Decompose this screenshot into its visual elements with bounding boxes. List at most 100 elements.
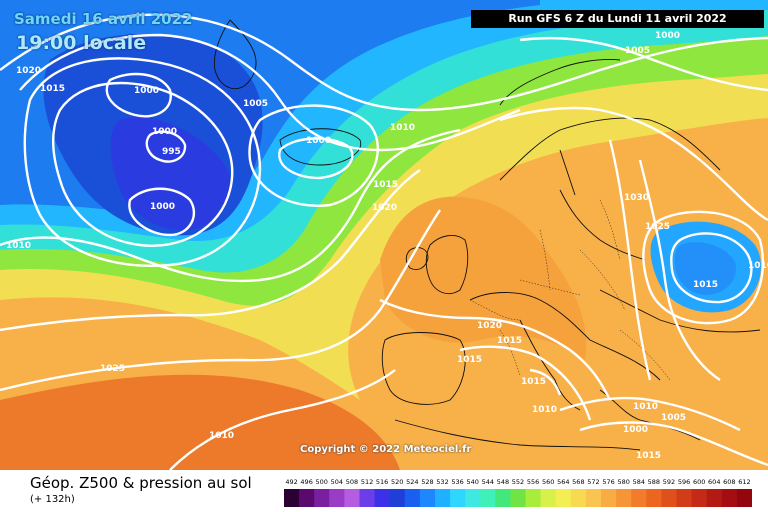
isobar-label: 1030 [624, 193, 649, 203]
country-borders [469, 199, 671, 381]
isobar-labels: 1020 1015 1000 1000 995 1000 1005 1000 1010 1000 1… [6, 31, 768, 461]
legend-swatch [404, 489, 421, 507]
legend-swatch [374, 489, 391, 507]
isobar-label: 1025 [100, 364, 125, 374]
legend-swatch [389, 489, 406, 507]
field-title: Géop. Z500 & pression au sol [30, 474, 252, 492]
legend-value: 596 [678, 478, 690, 486]
legend-swatch [721, 489, 738, 507]
legend-swatch [284, 489, 300, 507]
isobar-label: 1010 [6, 241, 31, 251]
isobar-label: 1010 [390, 123, 415, 133]
legend-swatch [646, 489, 662, 507]
legend-value: 532 [436, 478, 448, 486]
isobar-label: 1015 [521, 377, 546, 387]
z500-ridge-europe [380, 196, 587, 360]
legend-value: 572 [587, 478, 599, 486]
legend-swatch [480, 489, 496, 507]
isobar-label: 1000 [655, 31, 680, 41]
legend-value: 540 [466, 478, 478, 486]
weather-map: 1020 1015 1000 1000 995 1000 1005 1000 1010 1000 1… [0, 0, 768, 470]
legend-swatch [434, 489, 451, 507]
legend-swatch [510, 489, 527, 507]
valid-time: 19:00 locale [16, 32, 147, 54]
legend-value: 512 [361, 478, 373, 486]
isobar-label: 1015 [693, 280, 718, 290]
legend-value: 520 [391, 478, 403, 486]
legend-value: 536 [451, 478, 463, 486]
legend-value: 508 [346, 478, 358, 486]
legend-value: 564 [557, 478, 569, 486]
legend-swatch [661, 489, 678, 507]
isobar-label: 1015 [40, 84, 65, 94]
legend-value: 608 [723, 478, 735, 486]
legend-value: 504 [331, 478, 343, 486]
run-info: Run GFS 6 Z du Lundi 11 avril 2022 [471, 10, 764, 28]
legend-swatch [359, 489, 376, 507]
isobar-label: 1000 [152, 127, 177, 137]
legend-value: 592 [663, 478, 675, 486]
isobar-label: 1015 [457, 355, 482, 365]
z500-low-east-core [674, 242, 736, 295]
legend-value: 548 [497, 478, 509, 486]
legend-value: 544 [482, 478, 494, 486]
legend-swatch [540, 489, 557, 507]
legend-swatch [329, 489, 345, 507]
isobar-label: 1020 [16, 66, 41, 76]
legend-value: 588 [648, 478, 660, 486]
isobar-label: 1015 [636, 451, 661, 461]
legend-value: 516 [376, 478, 388, 486]
legend-swatch [570, 489, 587, 507]
isobar-label: 1000 [623, 425, 648, 435]
isobars [0, 13, 768, 470]
legend-value: 492 [285, 478, 297, 486]
isobar-label: 1000 [150, 202, 175, 212]
isobar-label: 1010 [209, 431, 234, 441]
legend-swatch [495, 489, 511, 507]
legend-swatch [419, 489, 436, 507]
legend-swatch [344, 489, 360, 507]
legend-swatch [299, 489, 315, 507]
legend-swatch [585, 489, 602, 507]
legend-value: 528 [421, 478, 433, 486]
legend-value: 580 [617, 478, 629, 486]
legend-swatch [450, 489, 466, 507]
isobar-label: 1010 [633, 402, 658, 412]
legend-swatch [631, 489, 647, 507]
isobar-label: 1020 [372, 203, 397, 213]
z500-low-core [110, 117, 231, 231]
legend-swatch [676, 489, 693, 507]
legend-value: 552 [512, 478, 524, 486]
legend-value: 496 [300, 478, 312, 486]
isobar-label: 1000 [306, 136, 331, 146]
copyright-notice: Copyright © 2022 Meteociel.fr [300, 444, 472, 455]
legend-swatch [555, 489, 572, 507]
legend-swatch [736, 489, 752, 507]
isobar-label: 995 [162, 147, 181, 157]
isobar-label: 1000 [134, 86, 159, 96]
isobar-label: 1025 [645, 222, 670, 232]
legend-value: 560 [542, 478, 554, 486]
isobar-label: 1020 [477, 321, 502, 331]
legend-swatch [616, 489, 632, 507]
legend-swatch [314, 489, 330, 507]
legend-value: 612 [738, 478, 750, 486]
isobar-label: 1015 [373, 180, 398, 190]
legend-value: 584 [633, 478, 645, 486]
coastlines [213, 19, 761, 451]
color-legend: 492 496 500 504 508 512 516 520 524 528 532 536 540 5… [284, 478, 752, 507]
valid-date: Samedi 16 avril 2022 [14, 10, 193, 28]
isobar-label: 1005 [243, 99, 268, 109]
legend-swatch [465, 489, 481, 507]
isobar-label: 1015 [497, 336, 522, 346]
legend-value: 604 [708, 478, 720, 486]
legend-value: 600 [693, 478, 705, 486]
isobar-label: 1010 [748, 261, 768, 271]
lead-time: (+ 132h) [30, 494, 75, 505]
isobar-label: 1005 [625, 46, 650, 56]
legend-swatch [706, 489, 723, 507]
isobar-label: 1005 [661, 413, 686, 423]
legend-value: 576 [602, 478, 614, 486]
legend-value: 568 [572, 478, 584, 486]
z500-band-588 [0, 374, 400, 470]
